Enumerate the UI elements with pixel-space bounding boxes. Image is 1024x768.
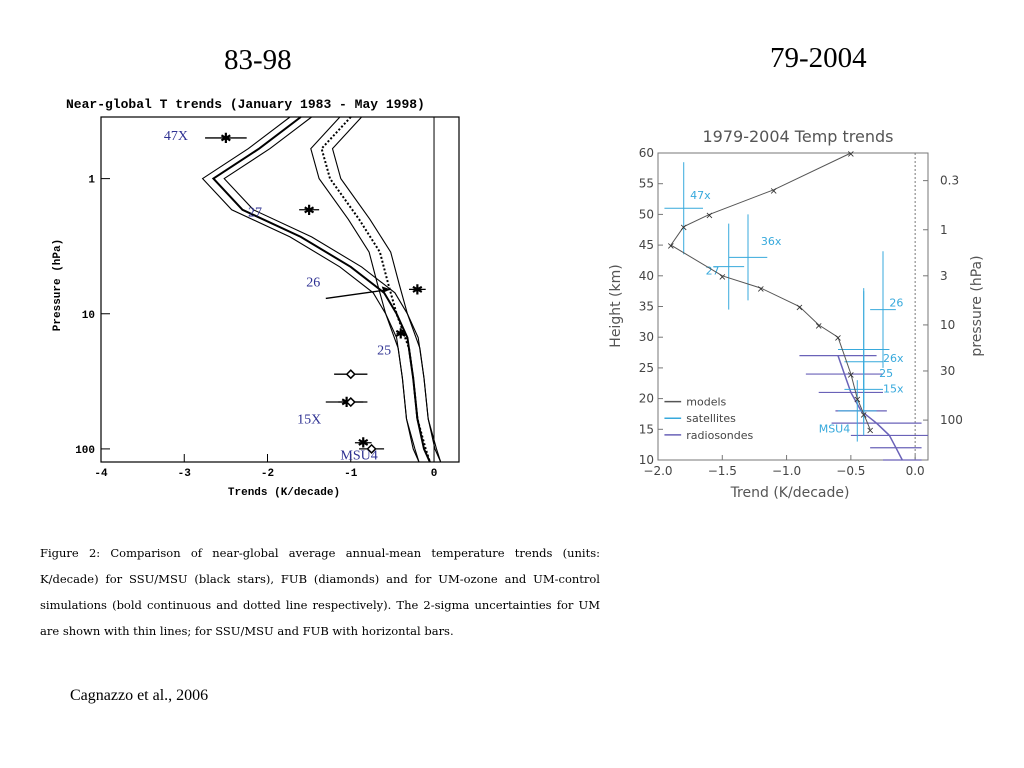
- right-chart-title: 1979-2004 Temp trends: [703, 127, 894, 146]
- right-chart-y-tick-label: 55: [639, 177, 654, 191]
- right-chart-y-tick-label: 50: [639, 207, 654, 221]
- right-chart-x-tick-label: −1.0: [772, 464, 801, 478]
- left-chart: Near-global T trends (January 1983 - May…: [52, 97, 460, 499]
- right-chart-models-marker: ×: [680, 223, 688, 234]
- left-chart-star-marker: ✱: [341, 395, 353, 411]
- left-chart-control-run-line: [320, 116, 431, 463]
- left-chart-y-axis-label: Pressure (hPa): [52, 239, 64, 331]
- right-chart-models-marker: ×: [847, 149, 855, 160]
- right-chart-models-marker: ×: [815, 321, 823, 332]
- left-chart-x-axis-label: Trends (K/decade): [228, 487, 340, 499]
- left-chart-channel-label: 26: [306, 276, 320, 291]
- right-chart-models-line: [670, 152, 871, 430]
- left-chart-diamond-marker: [345, 369, 356, 380]
- right-chart-models-marker: ×: [866, 425, 874, 436]
- right-chart-models-marker: ×: [853, 395, 861, 406]
- right-chart-satellite-label: 26x: [883, 352, 904, 365]
- citation: Cagnazzo et al., 2006: [70, 687, 209, 704]
- left-chart-markers: ✱ ✱ ✱ ✱ ✱ ✱ 47X 27 26 25 15X MSU4: [164, 129, 426, 464]
- left-chart-ozone-run-line: [211, 116, 431, 463]
- right-chart-legend: models satellites radiosondes: [664, 396, 754, 442]
- right-chart-y-tick-label: 40: [639, 269, 654, 283]
- right-chart-satellite-label: 36x: [761, 235, 782, 248]
- right-chart-models-marker: ×: [718, 272, 726, 283]
- right-chart-y2-tick-label: 100: [940, 413, 963, 427]
- right-chart-y2-tick-label: 30: [940, 364, 955, 378]
- right-chart-x-tick-label: 0.0: [906, 464, 925, 478]
- left-chart-star-marker: ✱: [412, 282, 424, 298]
- right-chart-y-tick-label: 35: [639, 300, 654, 314]
- right-chart-satellite-label: MSU4: [819, 422, 851, 435]
- left-chart-x-tick-label: -3: [178, 468, 192, 480]
- left-chart-x-tick-label: -1: [344, 468, 358, 480]
- left-chart-y-tick-label: 1: [88, 175, 95, 187]
- right-chart-models-marker: ×: [860, 410, 868, 421]
- right-chart-x-tick-label: −2.0: [643, 464, 672, 478]
- right-chart-y-tick-label: 10: [639, 453, 654, 467]
- left-chart-x-tick-label: -4: [94, 468, 108, 480]
- right-chart: 1979-2004 Temp trends −2.0 −1.5 −1.0 −0.5 0.…: [608, 127, 985, 501]
- right-chart-y2-tick-label: 1: [940, 223, 948, 237]
- left-chart-y-tick-label: 100: [75, 445, 95, 457]
- right-chart-models-marker: ×: [834, 333, 842, 344]
- right-chart-models-marker: ×: [795, 303, 803, 314]
- right-chart-y-tick-label: 30: [639, 330, 654, 344]
- right-chart-legend-label: satellites: [686, 412, 736, 425]
- right-chart-models-marker: ×: [757, 284, 765, 295]
- right-chart-y2-tick-label: 0.3: [940, 174, 959, 188]
- left-chart-series: [201, 116, 442, 463]
- left-chart-title: Near-global T trends (January 1983 - May…: [66, 97, 425, 112]
- right-chart-x-axis-label: Trend (K/decade): [730, 485, 850, 501]
- right-chart-y-tick-label: 60: [639, 146, 654, 160]
- left-chart-star-marker: ✱: [395, 327, 407, 343]
- left-chart-arrowhead-26: [381, 286, 391, 293]
- left-chart-x-tick-label: 0: [431, 468, 438, 480]
- right-chart-y-tick-label: 25: [639, 361, 654, 375]
- left-chart-star-marker: ✱: [220, 131, 232, 147]
- right-chart-y2-tick-label: 10: [940, 318, 955, 332]
- right-chart-y-tick-label: 20: [639, 392, 654, 406]
- right-chart-models-marker: ×: [770, 186, 778, 197]
- right-chart-satellite-label: 47x: [690, 189, 711, 202]
- right-chart-radiosonde-line: [837, 355, 903, 461]
- right-chart-y2-tick-label: 3: [940, 269, 948, 283]
- left-chart-channel-label: 47X: [164, 129, 188, 144]
- right-chart-satellite-label: 26: [889, 297, 903, 310]
- right-chart-y-tick-label: 45: [639, 238, 654, 252]
- right-chart-legend-label: models: [686, 396, 726, 409]
- left-chart-period-heading: 83-98: [224, 44, 292, 76]
- right-chart-models-marker: ×: [705, 210, 713, 221]
- left-chart-channel-label: MSU4: [340, 449, 377, 464]
- left-chart-channel-label: 15X: [297, 413, 321, 428]
- left-chart-star-marker: ✱: [303, 203, 315, 219]
- figure-caption: Figure 2: Comparison of near-global aver…: [40, 546, 600, 638]
- right-chart-satellite-label: 15x: [883, 382, 904, 395]
- right-chart-legend-label: radiosondes: [686, 429, 753, 442]
- left-chart-arrow-26: [325, 288, 391, 300]
- right-chart-satellite-label: 25: [879, 367, 893, 380]
- right-chart-models-marker: ×: [847, 370, 855, 381]
- left-chart-channel-label: 27: [248, 205, 262, 220]
- left-chart-2sigma-line: [310, 116, 420, 463]
- left-chart-diamond-marker: [345, 396, 356, 408]
- left-chart-ticks: -4 -3 -2 -1 0 1 10 100: [75, 175, 437, 480]
- left-chart-y-tick-label: 10: [82, 310, 95, 322]
- right-chart-ticks: −2.0 −1.5 −1.0 −0.5 0.0 10 15 20 25 30 35 40 45 50 55 6…: [639, 146, 963, 478]
- left-chart-plot-area: [100, 116, 460, 463]
- left-chart-channel-label: 25: [377, 343, 391, 358]
- right-chart-x-tick-label: −1.5: [708, 464, 737, 478]
- right-chart-y2-axis-label: pressure (hPa): [969, 255, 985, 356]
- right-chart-models-marker: ×: [667, 241, 675, 252]
- left-chart-diamond-marker: [366, 443, 377, 454]
- right-chart-period-heading: 79-2004: [770, 42, 867, 74]
- right-chart-y-axis-label: Height (km): [608, 264, 624, 347]
- left-chart-star-marker: ✱: [357, 436, 369, 452]
- right-chart-y-tick-label: 15: [639, 422, 654, 436]
- left-chart-2sigma-line: [331, 116, 442, 463]
- right-chart-x-tick-label: −0.5: [836, 464, 865, 478]
- left-chart-x-tick-label: -2: [261, 468, 274, 480]
- left-chart-frame: [100, 116, 460, 463]
- left-chart-2sigma-line: [223, 116, 442, 463]
